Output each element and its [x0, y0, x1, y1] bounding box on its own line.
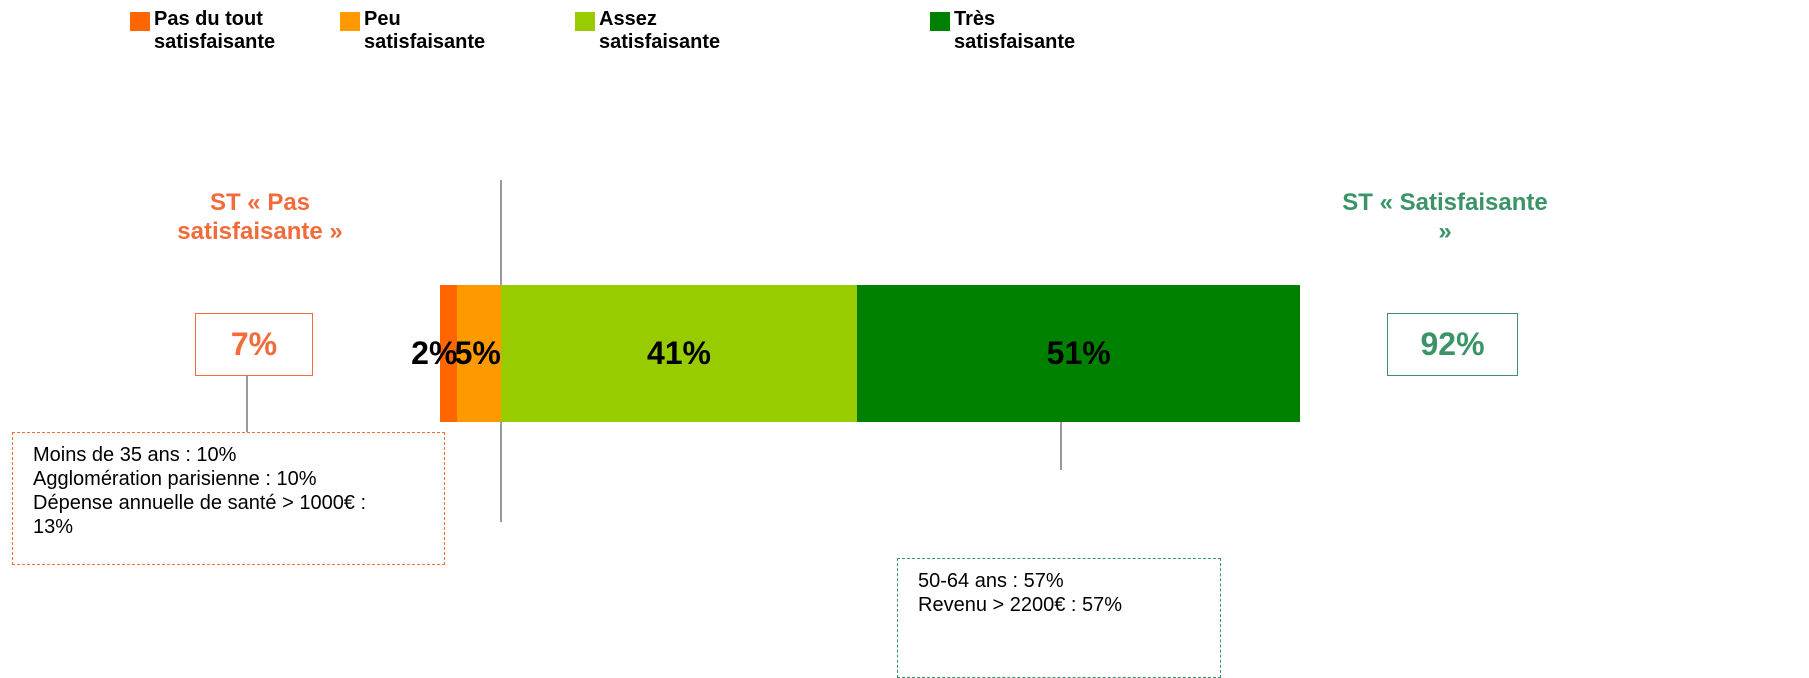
- callout: 50-64 ans : 57% Revenu > 2200€ : 57%: [897, 558, 1221, 678]
- legend-label: Assez satisfaisante: [599, 8, 721, 53]
- bar-segment: [500, 285, 858, 422]
- callout-line: Dépense annuelle de santé > 1000€ : 13%: [33, 492, 367, 538]
- subtotal-title: ST « Pas satisfaisante »: [177, 189, 343, 245]
- subtotal-box: 7%: [195, 313, 313, 376]
- callout-line: Moins de 35 ans : 10%: [33, 444, 237, 466]
- subtotal-value: 7%: [230, 326, 278, 362]
- value-label: 51%: [1046, 335, 1111, 371]
- subtotal-value: 92%: [1420, 326, 1485, 362]
- legend-label: Pas du tout satisfaisante: [154, 8, 276, 53]
- bar-segment: [457, 285, 501, 422]
- callout-line: Revenu > 2200€ : 57%: [918, 594, 1123, 616]
- legend-label: Peu satisfaisante: [364, 8, 486, 53]
- subtotal-title: ST « Satisfaisante »: [1342, 189, 1548, 245]
- connector: [1060, 418, 1062, 470]
- legend-label: Très satisfaisante: [954, 8, 1076, 53]
- legend-swatch: [340, 12, 360, 31]
- callout-line: 50-64 ans : 57%: [918, 570, 1064, 592]
- bar-segment: [440, 285, 458, 422]
- legend-swatch: [130, 12, 150, 31]
- value-label: 5%: [454, 335, 501, 371]
- subtotal-box: 92%: [1387, 313, 1518, 376]
- page: (() => { const data = JSON.parse(documen…: [12, 8, 1548, 678]
- callout-line: Agglomération parisienne : 10%: [33, 468, 317, 490]
- value-label: 2%: [411, 335, 458, 371]
- legend-swatch: [575, 12, 595, 31]
- value-label: 41%: [646, 335, 711, 371]
- connector: [246, 376, 248, 432]
- callout: Moins de 35 ans : 10% Agglomération paris…: [12, 432, 445, 565]
- bar-segment: [857, 285, 1301, 422]
- legend-swatch: [930, 12, 950, 31]
